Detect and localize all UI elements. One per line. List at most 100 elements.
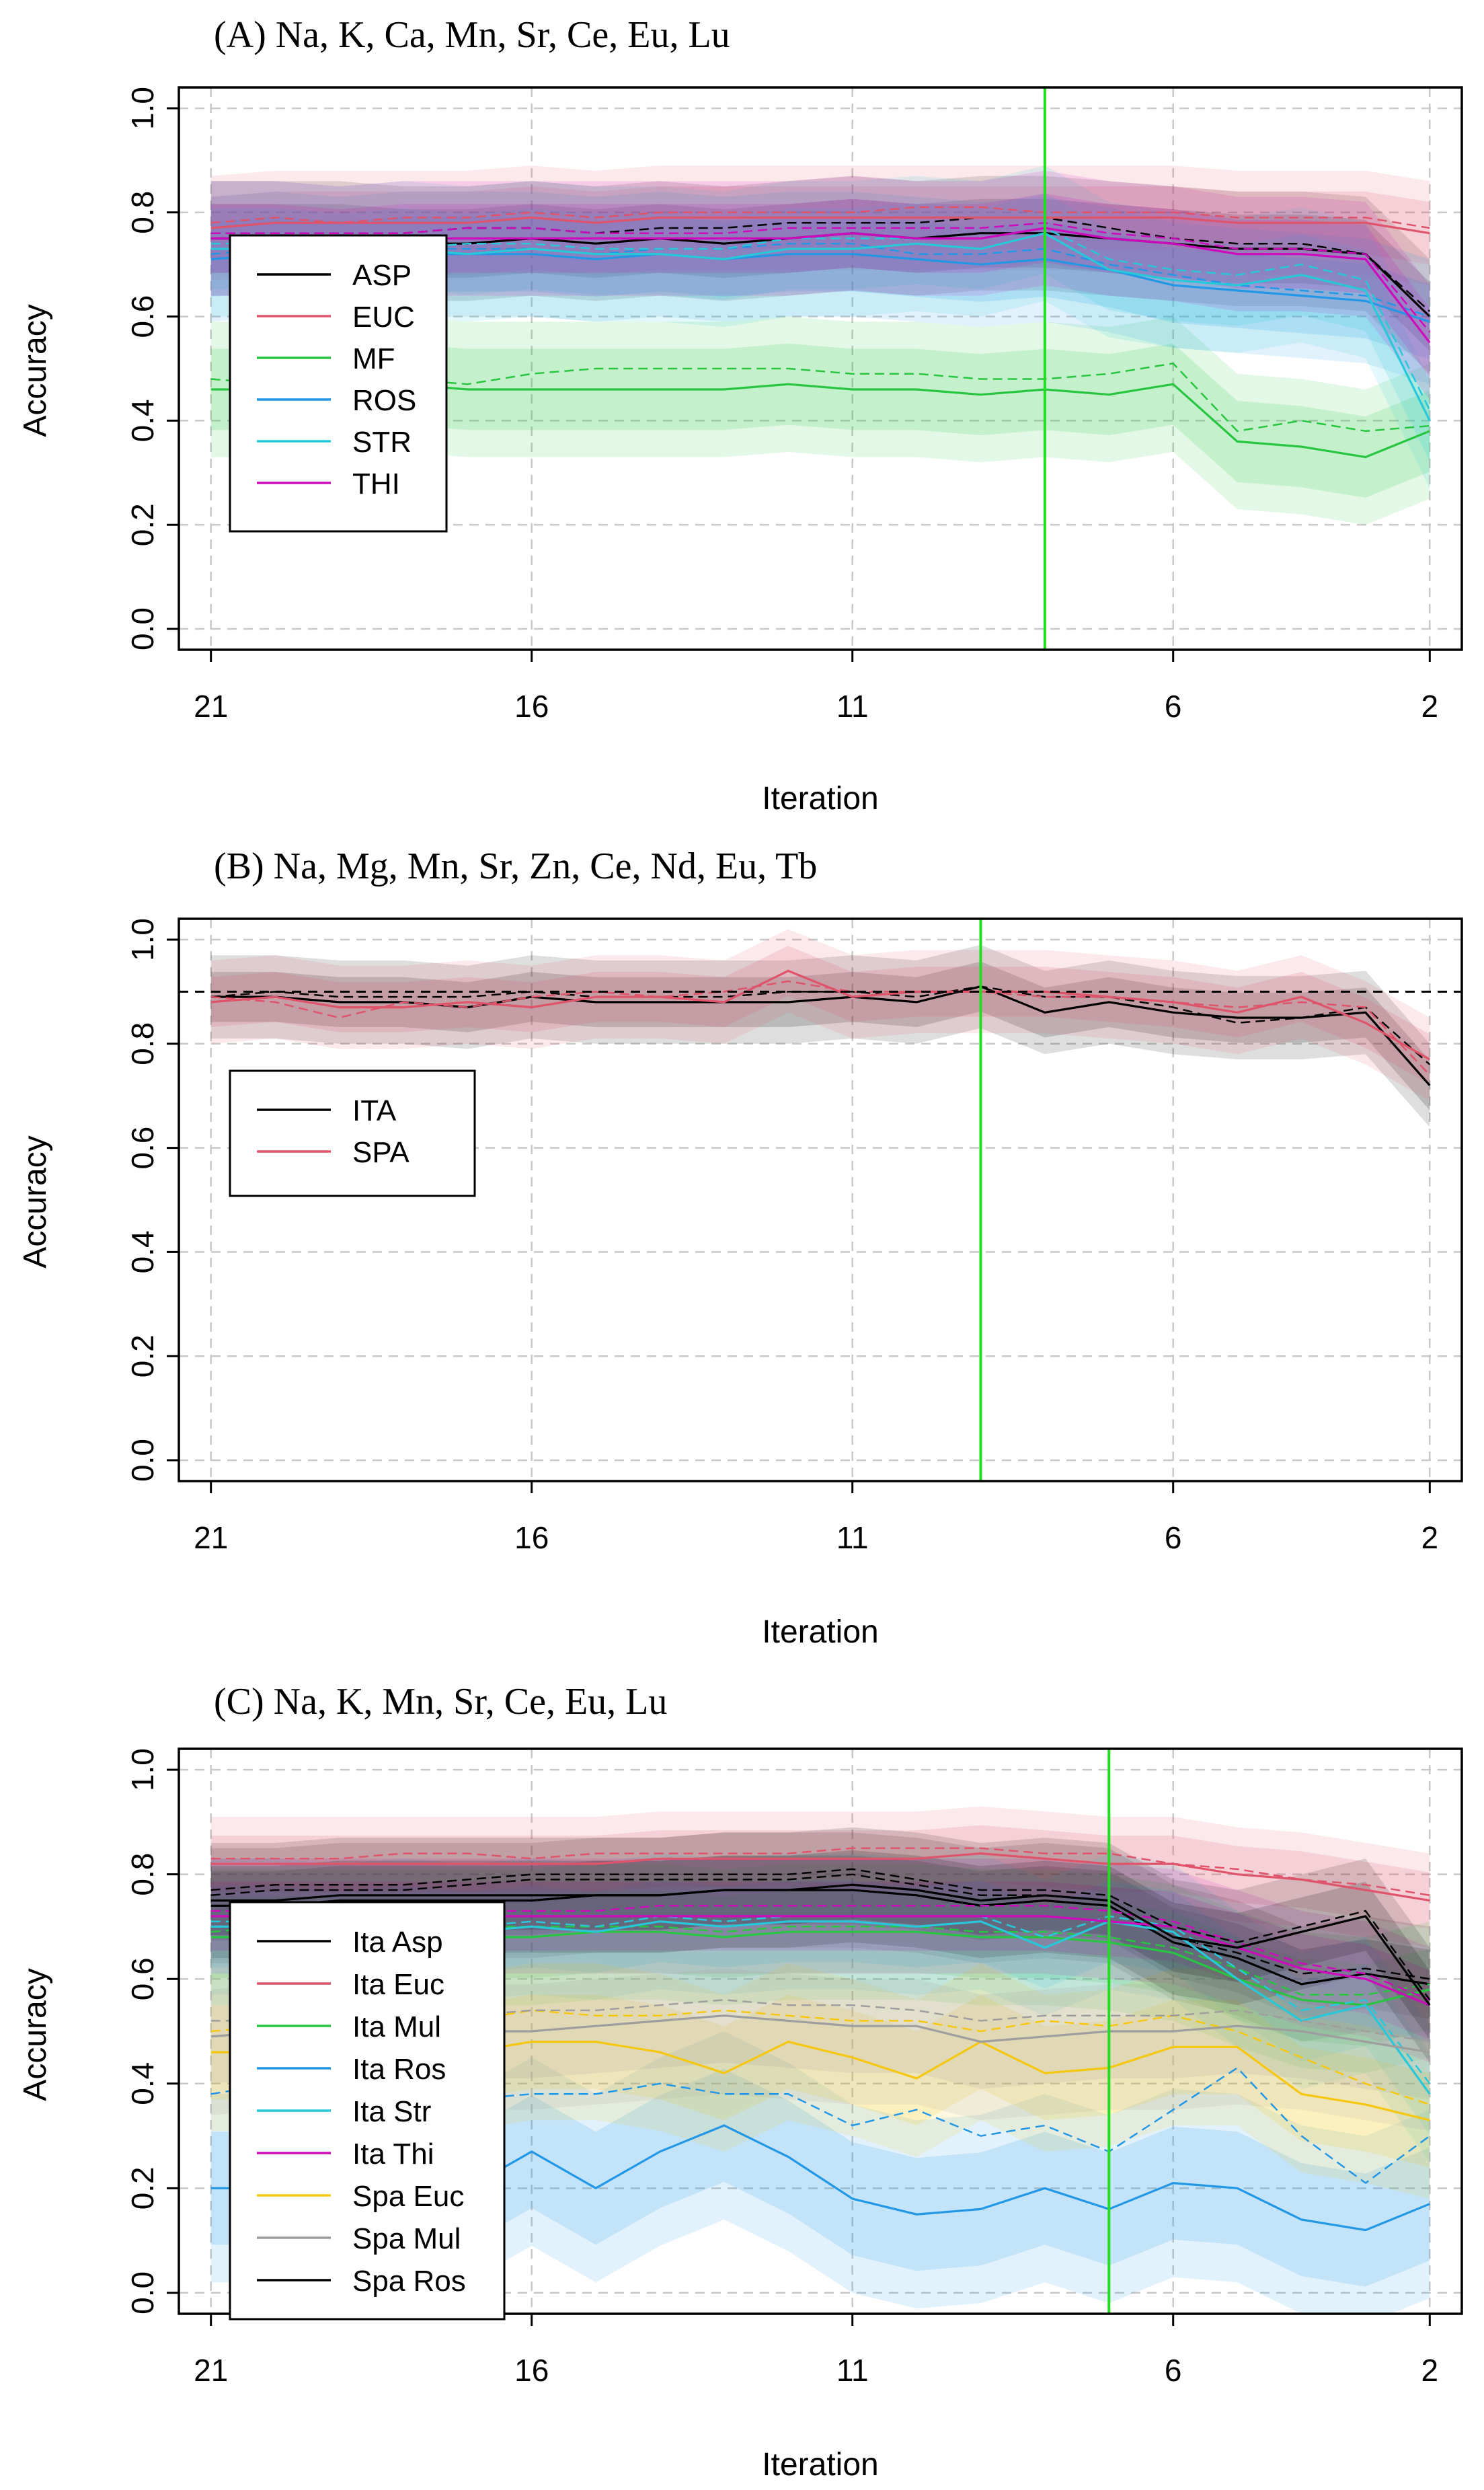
legend-label: STR (352, 426, 412, 459)
series-dashed-spa-euc (210, 2009, 1430, 2106)
x-tick-label: 16 (514, 2353, 549, 2388)
legend-label: EUC (352, 301, 415, 334)
legend-label: Spa Euc (352, 2180, 464, 2213)
series-dashed-spa-ros (210, 1868, 1431, 2001)
confidence-band-spa-ros (210, 1850, 1430, 2040)
series-line-euc (210, 216, 1430, 235)
series-dashed-ita-thi (210, 1905, 1430, 2001)
legend-label: ITA (352, 1094, 397, 1127)
legend-box (229, 234, 448, 533)
series-line-spa-ros (210, 1883, 1431, 2006)
y-tick-label: 0.8 (125, 191, 160, 234)
x-tick-label: 11 (836, 689, 869, 724)
panel-b: (B) Na, Mg, Mn, Sr, Zn, Ce, Nd, Eu, Tb 0… (17, 845, 1463, 1650)
panel-b-plot: 0.0 0.2 0.4 0.6 0.8 1.0 21 16 11 6 2 ITA SPA (125, 917, 1463, 1555)
panel-b-ylabel: Accuracy (17, 1135, 53, 1268)
panel-b-grid (179, 919, 1462, 1481)
legend-label: SPA (352, 1136, 409, 1169)
panel-a-legend: ASP EUC MF ROS STR THI (229, 234, 448, 533)
x-tick-label: 16 (514, 1520, 549, 1555)
legend-label: Ita Ros (352, 2053, 446, 2086)
series-dashed-str (210, 227, 1431, 411)
y-tick-label: 0.0 (125, 1439, 160, 1482)
confidence-band-spa-ros (210, 1827, 1430, 2063)
y-tick-label: 0.6 (125, 295, 160, 338)
series-dashed-ita-euc (210, 1847, 1430, 1897)
confidence-band-ita-asp (210, 1832, 1430, 2042)
legend-label: Spa Ros (352, 2265, 466, 2298)
y-tick-label: 0.4 (125, 1230, 160, 1273)
legend-label: Ita Euc (352, 1968, 444, 2001)
x-tick-label: 16 (514, 689, 549, 724)
confidence-band-ita-thi (210, 1881, 1430, 2040)
series-dashed-asp (210, 217, 1431, 312)
x-tick-label: 2 (1421, 2353, 1439, 2388)
legend-label: ASP (352, 259, 412, 292)
confidence-band-mf (210, 316, 1430, 525)
x-tick-label: 21 (194, 2353, 228, 2388)
series-line-ita-euc (210, 1852, 1430, 1902)
series-dashed-ita-asp (210, 1873, 1430, 1980)
y-tick-label: 0.8 (125, 1022, 160, 1065)
confidence-band-str (210, 192, 1430, 461)
x-tick-label: 2 (1421, 689, 1439, 724)
y-tick-label: 1.0 (125, 87, 160, 130)
x-tick-label: 6 (1165, 689, 1182, 724)
panel-a-plot: 0.0 0.2 0.4 0.6 0.8 1.0 21 16 11 6 2 ASP EUC MF ROS STR… (125, 86, 1463, 724)
confidence-band-spa-mul (210, 1968, 1430, 2100)
panel-a-xlabel: Iteration (762, 781, 878, 817)
confidence-band-asp (210, 176, 1430, 374)
x-tick-label: 21 (194, 1520, 228, 1555)
y-tick-label: 0.8 (125, 1853, 160, 1896)
confidence-band-ros (210, 217, 1430, 360)
series-dashed-spa (210, 980, 1431, 1076)
x-tick-label: 6 (1165, 2353, 1182, 2388)
series-line-ita-asp (210, 1889, 1430, 1986)
confidence-band-spa-euc (210, 1994, 1430, 2168)
confidence-band-spa-euc (210, 1963, 1430, 2199)
plot-frame (178, 86, 1463, 651)
panel-a-title: (A) Na, K, Ca, Mn, Sr, Ce, Eu, Lu (214, 14, 730, 56)
panel-b-legend: ITA SPA (229, 1069, 476, 1197)
confidence-band-mf (210, 343, 1430, 498)
y-tick-label: 0.6 (125, 1127, 160, 1170)
confidence-band-asp (210, 198, 1430, 351)
confidence-band-spa (210, 946, 1430, 1085)
x-tick-label: 6 (1165, 1520, 1182, 1555)
confidence-band-spa (210, 929, 1430, 1101)
x-tick-label: 11 (836, 1520, 869, 1555)
x-tick-label: 2 (1421, 1520, 1439, 1555)
series-dashed-ita (210, 985, 1431, 1065)
series-dashed-spa-mul (210, 1999, 1430, 2043)
y-tick-label: 0.4 (125, 399, 160, 442)
x-tick-label: 21 (194, 689, 228, 724)
series-dashed-thi (210, 222, 1431, 333)
y-tick-label: 0.2 (125, 2166, 160, 2210)
series-dashed-euc (210, 206, 1430, 229)
panel-c-legend: Ita Asp Ita Euc Ita Mul Ita Ros Ita Str Ita T… (229, 1901, 506, 2321)
confidence-band-ita-ros (210, 2031, 1430, 2314)
legend-label: Spa Mul (352, 2222, 461, 2255)
legend-label: Ita Str (352, 2095, 431, 2128)
panel-c-ylabel: Accuracy (17, 1968, 53, 2101)
confidence-band-euc (210, 186, 1430, 265)
confidence-band-str (210, 165, 1430, 488)
panel-b-xlabel: Iteration (762, 1614, 878, 1650)
panel-c: (C) Na, K, Mn, Sr, Ce, Eu, Lu 0.00.20.40… (17, 1681, 1463, 2483)
legend-label: Ita Mul (352, 2010, 441, 2043)
series-dashed-mf (210, 362, 1430, 432)
confidence-band-spa-mul (210, 1937, 1430, 2131)
series-dashed-ita-mul (210, 1926, 1430, 1996)
plot-frame (178, 1747, 1463, 2315)
series-line-spa (210, 969, 1431, 1061)
y-tick-label: 0.0 (125, 607, 160, 650)
y-tick-label: 0.2 (125, 503, 160, 546)
panel-a: (A) Na, K, Ca, Mn, Sr, Ce, Eu, Lu 0.0 0.2… (17, 14, 1463, 817)
panel-c-xlabel: Iteration (762, 2447, 878, 2483)
y-tick-label: 0.4 (125, 2062, 160, 2105)
confidence-band-ita-str (210, 1853, 1430, 2162)
y-tick-label: 1.0 (125, 1748, 160, 1791)
y-tick-label: 0.0 (125, 2271, 160, 2314)
confidence-band-ita-mul (210, 1891, 1430, 2046)
